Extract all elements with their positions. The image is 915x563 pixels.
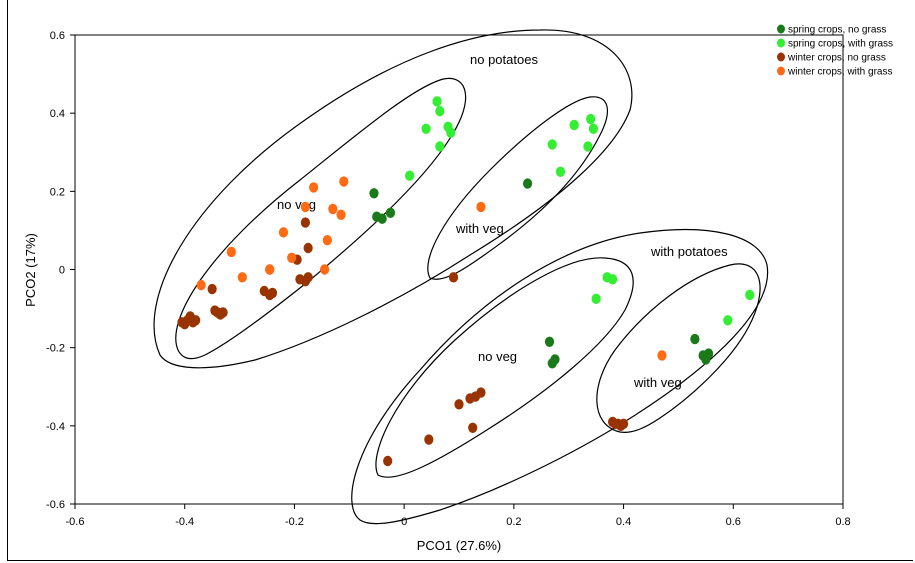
data-point-series-1 [588, 123, 599, 134]
data-point-series-0 [690, 333, 700, 345]
data-point-series-0 [547, 358, 557, 369]
legend-label: winter crops, no grass [787, 53, 886, 64]
y-tick-label: 0 [59, 265, 65, 277]
data-point-series-1 [608, 274, 618, 285]
data-point-series-2 [207, 283, 217, 295]
data-point-series-3 [322, 234, 332, 246]
data-point-series-0 [369, 188, 379, 199]
annotation-with-veg-upper: with veg [455, 221, 504, 236]
data-point-series-2 [454, 399, 464, 410]
data-point-series-0 [698, 350, 708, 361]
ellipse-with-potatoes [351, 228, 769, 525]
legend-marker [777, 52, 785, 62]
data-point-series-1 [547, 139, 557, 150]
y-tick-label: 0.6 [50, 30, 65, 42]
data-point-series-1 [723, 315, 733, 326]
data-point-series-1 [435, 141, 445, 152]
legend-marker [777, 66, 785, 76]
annotation-with-veg-lower: with veg [633, 375, 682, 390]
data-point-series-1 [432, 96, 442, 107]
data-point-series-0 [522, 178, 533, 189]
x-tick-label: -0.2 [285, 516, 304, 528]
x-tick-label: 0.8 [835, 516, 850, 528]
data-point-series-1 [745, 289, 755, 301]
data-point-series-3 [336, 209, 346, 220]
data-point-series-3 [278, 227, 289, 238]
data-point-series-3 [287, 252, 297, 263]
annotation-no-veg-lower: no veg [478, 349, 517, 364]
data-point-series-2 [476, 387, 486, 398]
data-point-series-3 [196, 279, 206, 291]
legend-marker [777, 24, 785, 34]
data-point-series-2 [448, 272, 459, 283]
data-points [177, 96, 755, 467]
data-point-series-1 [569, 119, 579, 131]
data-point-series-2 [303, 242, 313, 254]
data-point-series-1 [586, 113, 596, 125]
y-axis-title: PCO2 (17%) [23, 233, 38, 307]
data-point-series-2 [300, 217, 310, 228]
legend-marker [777, 38, 785, 48]
data-point-series-2 [424, 434, 434, 445]
y-tick-label: 0.4 [50, 108, 65, 120]
data-point-series-2 [191, 315, 201, 326]
chart-frame [7, 0, 913, 561]
data-point-series-3 [265, 264, 275, 275]
data-point-series-2 [618, 418, 629, 430]
y-axis-ticks: -0.6 -0.4 -0.2 0 0.2 0.4 0.6 [46, 30, 75, 511]
x-tick-label: -0.4 [175, 516, 194, 528]
data-point-series-3 [320, 264, 330, 275]
y-tick-label: 0.2 [50, 186, 65, 198]
legend: spring crops, no grass spring crops, with… [777, 24, 893, 78]
data-point-series-1 [421, 123, 431, 134]
annotation-no-veg-upper: no veg [277, 197, 316, 212]
data-point-series-3 [328, 203, 338, 215]
data-point-series-1 [555, 166, 566, 177]
data-point-series-3 [237, 272, 247, 283]
data-point-series-2 [267, 287, 278, 299]
data-point-series-3 [300, 201, 310, 213]
data-point-series-1 [435, 106, 445, 117]
data-point-series-1 [591, 293, 601, 305]
plot-area [74, 34, 844, 505]
ellipse-no-potatoes [153, 29, 633, 369]
x-tick-label: 0.2 [506, 516, 521, 528]
ellipse-with-potatoes-with-veg [596, 263, 761, 433]
x-tick-label: 0 [401, 516, 407, 528]
data-point-series-1 [446, 127, 456, 138]
data-point-series-0 [544, 336, 555, 348]
data-point-series-0 [385, 207, 396, 219]
ellipse-no-potatoes-no-veg [175, 77, 467, 360]
annotation-no-potatoes: no potatoes [470, 52, 538, 67]
x-tick-label: -0.6 [66, 516, 85, 528]
data-point-series-1 [405, 170, 415, 181]
data-point-series-3 [226, 246, 236, 258]
x-axis-ticks: -0.6 -0.4 -0.2 0 0.2 0.4 0.6 0.8 [66, 504, 851, 528]
x-tick-label: 0.4 [616, 516, 631, 528]
data-point-series-3 [339, 176, 349, 187]
annotation-with-potatoes: with potatoes [650, 244, 728, 259]
data-point-series-0 [377, 213, 387, 224]
y-tick-label: -0.6 [46, 499, 65, 511]
data-point-series-3 [309, 182, 319, 193]
data-point-series-3 [476, 201, 486, 213]
y-tick-label: -0.4 [46, 421, 65, 433]
x-axis-title: PCO1 (27.6%) [417, 538, 502, 553]
data-point-series-2 [383, 455, 393, 467]
data-point-series-2 [468, 422, 478, 433]
legend-label: winter crops, with grass [787, 67, 892, 78]
data-point-series-2 [218, 307, 228, 318]
ellipse-no-potatoes-with-veg [427, 96, 608, 280]
data-point-series-2 [303, 272, 313, 283]
y-tick-label: -0.2 [46, 343, 65, 355]
legend-label: spring crops, with grass [788, 39, 893, 50]
cluster-outlines [153, 29, 769, 525]
data-point-series-3 [657, 350, 667, 361]
data-point-series-1 [583, 141, 593, 152]
ellipse-with-potatoes-no-veg [375, 257, 634, 478]
legend-label: spring crops, no grass [788, 25, 886, 36]
x-tick-label: 0.6 [726, 516, 741, 528]
